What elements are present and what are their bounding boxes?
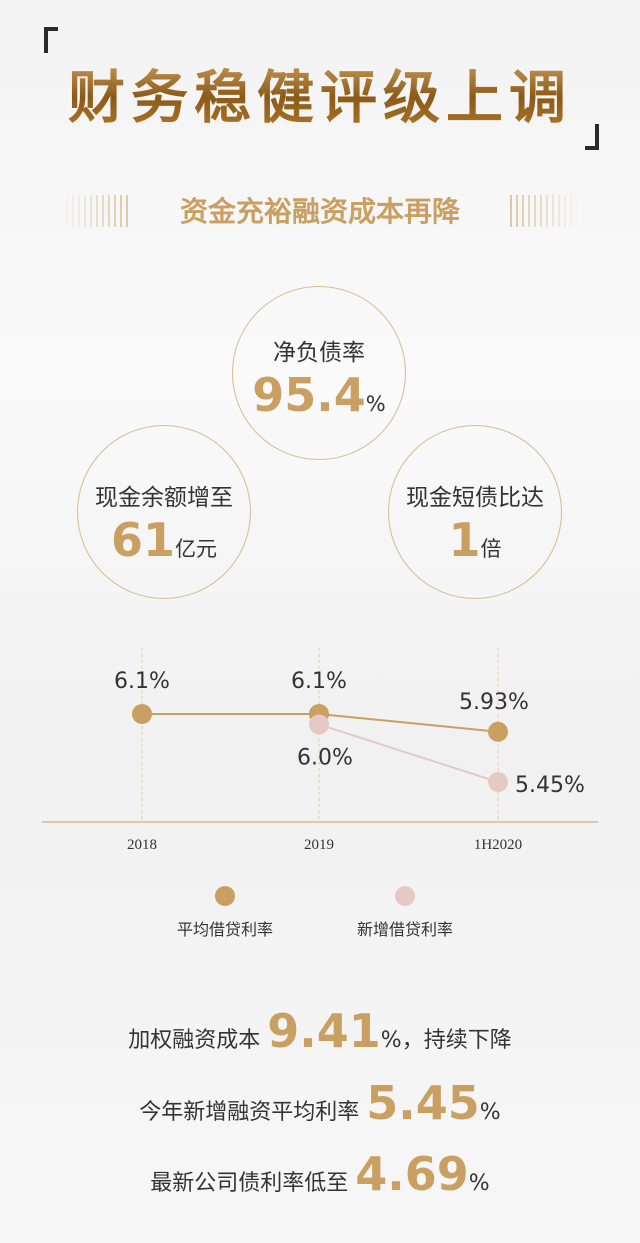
stat-bond-rate-label: 最新公司债利率低至 (150, 1171, 349, 1196)
stat-new-financing-value: 5.45 (366, 1076, 480, 1130)
net-debt-value: 95.4 (252, 368, 366, 422)
section-subtitle: 资金充裕融资成本再降 (179, 195, 460, 228)
legend-new-rate: 新增借贷利率 (345, 886, 465, 940)
subtitle-banner: 资金充裕融资成本再降 (60, 192, 580, 232)
data-label: 6.1% (291, 669, 347, 694)
data-label: 5.93% (459, 690, 529, 715)
net-debt-unit: % (365, 392, 386, 416)
legend-average-label: 平均借贷利率 (176, 920, 273, 939)
stat-new-financing-rate: 今年新增融资平均利率 5.45% (0, 1076, 640, 1130)
legend-new-dot-icon (395, 886, 415, 906)
page-title: 财务稳健评级上调 (0, 52, 640, 134)
bracket-open-icon (44, 27, 58, 53)
cash-ratio-unit: 倍 (480, 537, 502, 561)
cash-balance-label: 现金余额增至 (95, 485, 233, 511)
stat-bond-rate: 最新公司债利率低至 4.69% (0, 1147, 640, 1201)
data-point (488, 772, 508, 792)
data-label: 5.45% (515, 773, 585, 798)
net-debt-label: 净负债率 (273, 340, 365, 366)
cash-balance-value: 61 (110, 513, 175, 567)
legend-average-dot-icon (215, 886, 235, 906)
stat-bond-rate-value: 4.69 (355, 1147, 469, 1201)
legend-new-label: 新增借贷利率 (356, 920, 453, 939)
interest-rate-chart: 2018 2019 1H2020 6.1% 6.1% 5.93% 6.0% 5.45% (42, 648, 598, 853)
cash-ratio-value: 1 (448, 513, 481, 567)
x-tick-label: 2018 (127, 837, 157, 853)
x-tick-label: 2019 (304, 837, 334, 853)
stat-weighted-cost-suffix: %，持续下降 (380, 1028, 512, 1053)
data-label: 6.1% (114, 669, 170, 694)
stat-new-financing-label: 今年新增融资平均利率 (139, 1100, 360, 1125)
stripe-decoration-left (60, 195, 130, 227)
data-point (132, 704, 152, 724)
stat-weighted-cost-value: 9.41 (267, 1004, 381, 1058)
data-point (309, 714, 329, 735)
series-line-1 (318, 723, 499, 783)
cash-ratio-label: 现金短债比达 (406, 485, 544, 511)
cash-ratio-circle: 现金短债比达 1倍 (388, 425, 562, 599)
data-label: 6.0% (297, 745, 353, 770)
legend-average-rate: 平均借贷利率 (165, 886, 285, 940)
x-tick-label: 1H2020 (474, 837, 522, 853)
data-point (488, 721, 508, 742)
cash-balance-circle: 现金余额增至 61亿元 (77, 425, 251, 599)
stat-weighted-cost: 加权融资成本 9.41%，持续下降 (0, 1004, 640, 1058)
stripe-decoration-right (510, 195, 580, 227)
cash-balance-unit: 亿元 (175, 537, 217, 561)
stat-weighted-cost-label: 加权融资成本 (128, 1028, 261, 1053)
stat-bond-rate-suffix: % (468, 1171, 490, 1196)
net-debt-circle: 净负债率 95.4% (232, 286, 406, 460)
bracket-close-icon (585, 124, 599, 150)
stat-new-financing-suffix: % (479, 1100, 501, 1125)
